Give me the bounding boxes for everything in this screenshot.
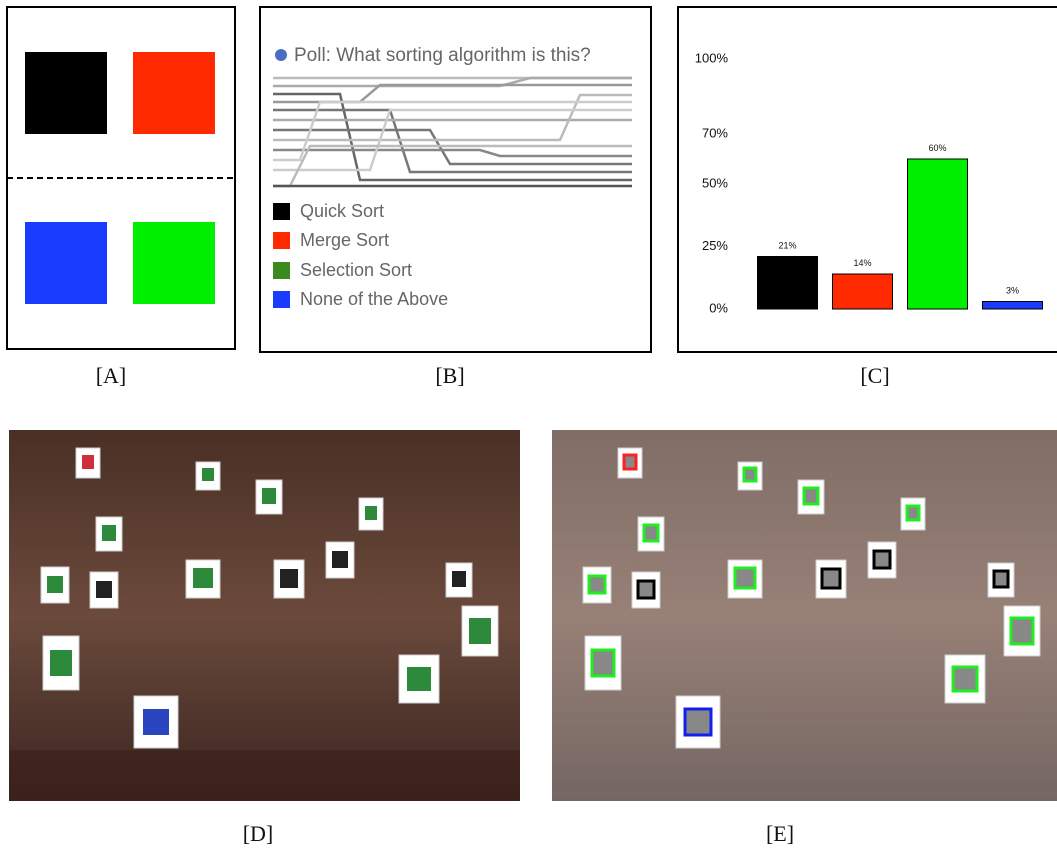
option: None of the Above	[300, 289, 448, 309]
panel-label: [D]	[243, 821, 274, 846]
option: Merge Sort	[300, 230, 389, 250]
option: Selection Sort	[300, 260, 412, 280]
cards	[582, 447, 1041, 749]
option: Quick Sort	[300, 201, 384, 221]
desk	[9, 750, 520, 801]
sort-animation	[273, 76, 632, 188]
legend-swatch	[273, 262, 290, 279]
bar	[907, 158, 968, 310]
bar	[832, 273, 893, 310]
y-tick-label: 100%	[695, 50, 729, 65]
panel-b: Poll: What sorting algorithm is this? Qu…	[259, 6, 652, 388]
cards	[40, 447, 499, 749]
y-tick-label: 70%	[702, 125, 728, 140]
value-label: 21%	[778, 241, 796, 251]
detected-cards	[587, 453, 1035, 737]
legend-swatch	[273, 203, 290, 220]
card-black	[25, 52, 107, 134]
y-tick-label: 25%	[702, 238, 728, 253]
sort-line	[273, 83, 632, 104]
sort-line	[273, 92, 632, 182]
panel-e: [E]	[552, 430, 1057, 846]
panel-label: [C]	[860, 363, 889, 388]
card-marks	[47, 455, 491, 735]
sort-line	[273, 100, 632, 162]
card-green	[133, 222, 215, 304]
legend-swatch	[273, 232, 290, 249]
panel-label: [B]	[435, 363, 464, 388]
y-tick-label: 0%	[709, 300, 728, 315]
card-red	[133, 52, 215, 134]
y-tick-label: 50%	[702, 175, 728, 190]
value-label: 14%	[853, 258, 871, 268]
legend-swatch	[273, 291, 290, 308]
bar	[757, 256, 818, 310]
bar	[982, 301, 1043, 310]
poll-title: Poll: What sorting algorithm is this?	[294, 45, 591, 66]
value-label: 3%	[1006, 286, 1019, 296]
sort-line	[273, 93, 632, 142]
panel-d: [D]	[9, 430, 520, 846]
bullet	[275, 49, 287, 61]
panel-c: [C] 0% 25% 50% 70% 100% 21% 14% 60% 3%	[677, 6, 1057, 388]
value-label: 60%	[928, 143, 946, 153]
panel-a: [A]	[6, 6, 236, 388]
panel-label: [A]	[96, 363, 127, 388]
card-blue	[25, 222, 107, 304]
sort-line	[273, 108, 632, 172]
panel-label: [E]	[766, 821, 794, 846]
